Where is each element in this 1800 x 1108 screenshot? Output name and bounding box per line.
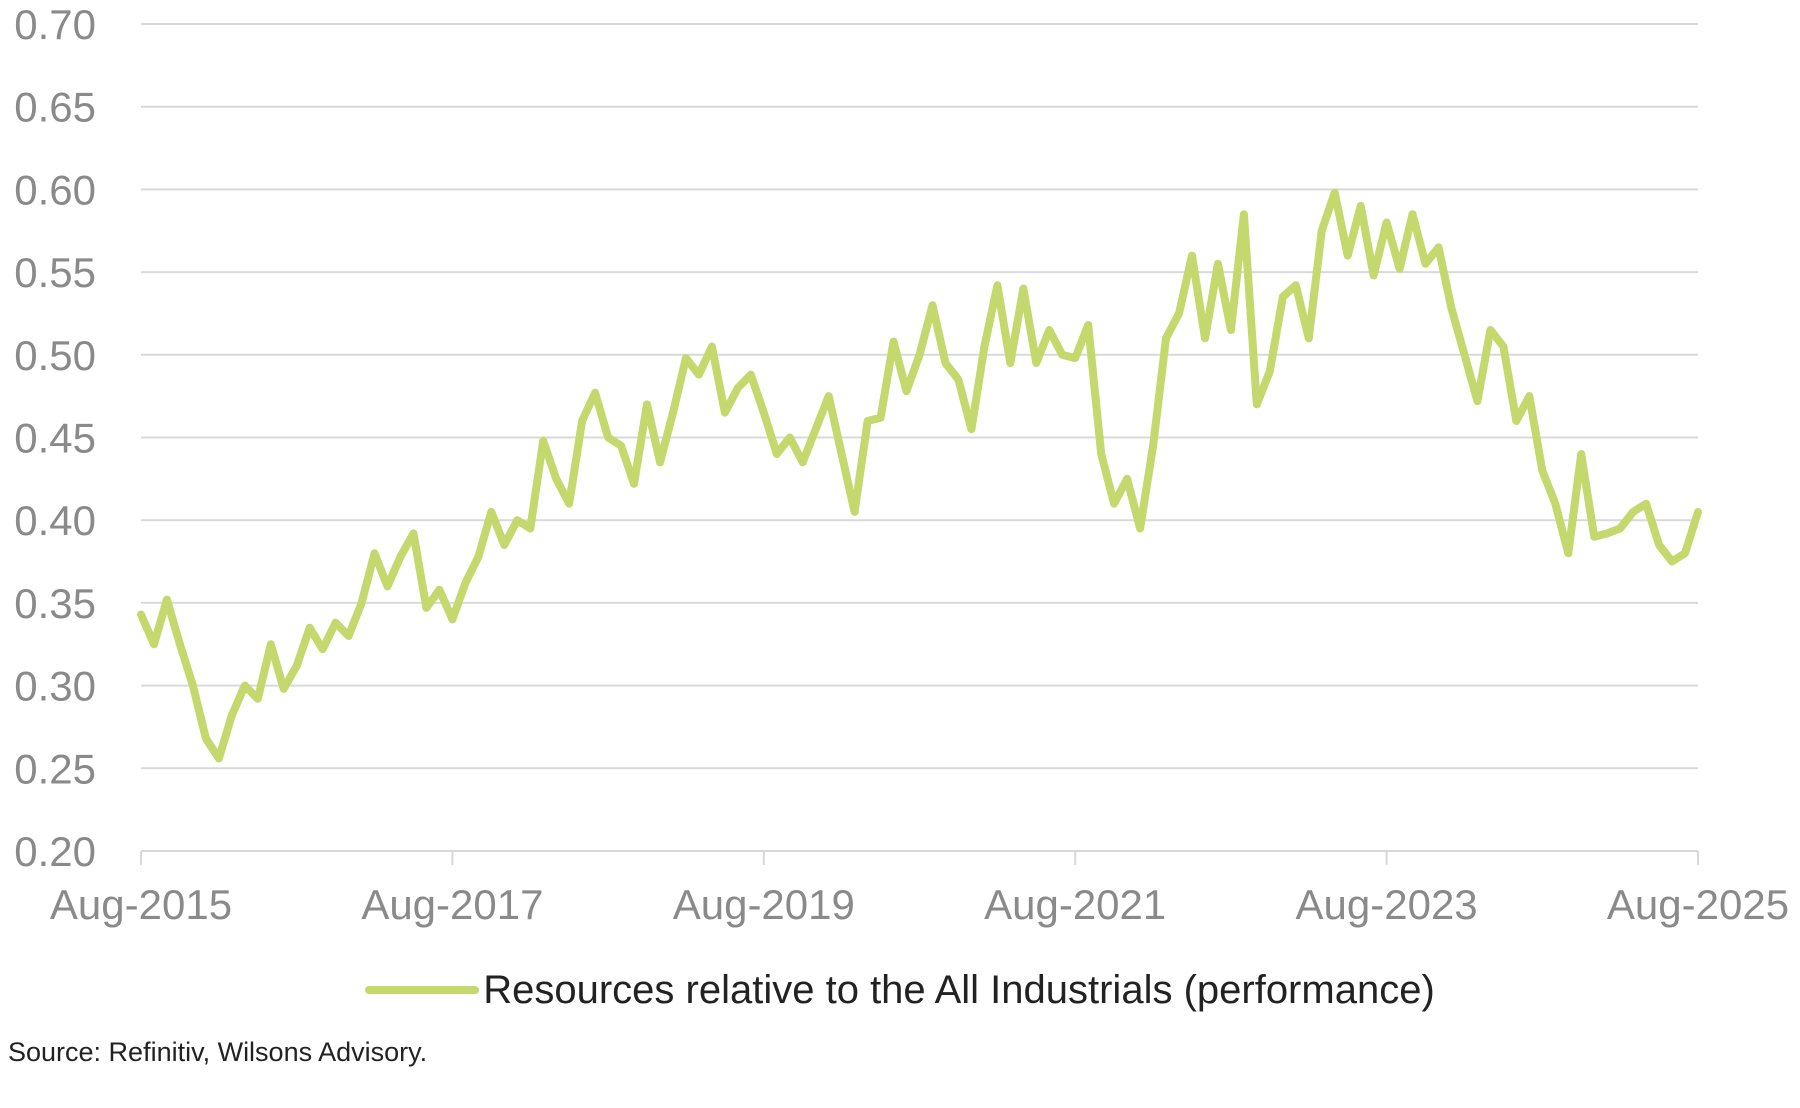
source-note: Source: Refinitiv, Wilsons Advisory. — [8, 1037, 428, 1067]
x-tick-label: Aug-2019 — [673, 881, 855, 928]
y-tick-label: 0.45 — [14, 415, 96, 462]
gridlines — [141, 23, 1698, 770]
legend: Resources relative to the All Industrial… — [0, 962, 1800, 1018]
y-tick-label: 0.20 — [14, 828, 96, 875]
y-tick-label: 0.65 — [14, 84, 96, 131]
y-tick-label: 0.55 — [14, 249, 96, 296]
y-axis-ticks: 0.20 0.25 0.30 0.35 0.40 0.45 0.50 0.55 0.60 0.65… — [14, 1, 96, 875]
y-tick-label: 0.50 — [14, 332, 96, 379]
series-line — [137, 188, 1702, 763]
y-tick-label: 0.30 — [14, 663, 96, 710]
y-tick-label: 0.60 — [14, 166, 96, 213]
y-tick-label: 0.25 — [14, 745, 96, 792]
x-tick-label: Aug-2021 — [984, 881, 1166, 928]
y-tick-label: 0.35 — [14, 580, 96, 627]
y-tick-label: 0.40 — [14, 497, 96, 544]
x-tick-label: Aug-2017 — [361, 881, 543, 928]
x-axis-ticks: Aug-2015 Aug-2017 Aug-2019 Aug-2021 Aug-2023… — [50, 851, 1789, 928]
x-tick-label: Aug-2015 — [50, 881, 232, 928]
x-tick-label: Aug-2025 — [1607, 881, 1789, 928]
series-layer — [137, 188, 1702, 763]
legend-swatch — [365, 986, 480, 994]
chart-plot: 0.20 0.25 0.30 0.35 0.40 0.45 0.50 0.55 0.60 0.65… — [14, 1, 1789, 928]
x-tick-label: Aug-2023 — [1296, 881, 1478, 928]
legend-label: Resources relative to the All Industrial… — [483, 967, 1435, 1012]
y-tick-label: 0.70 — [14, 1, 96, 48]
